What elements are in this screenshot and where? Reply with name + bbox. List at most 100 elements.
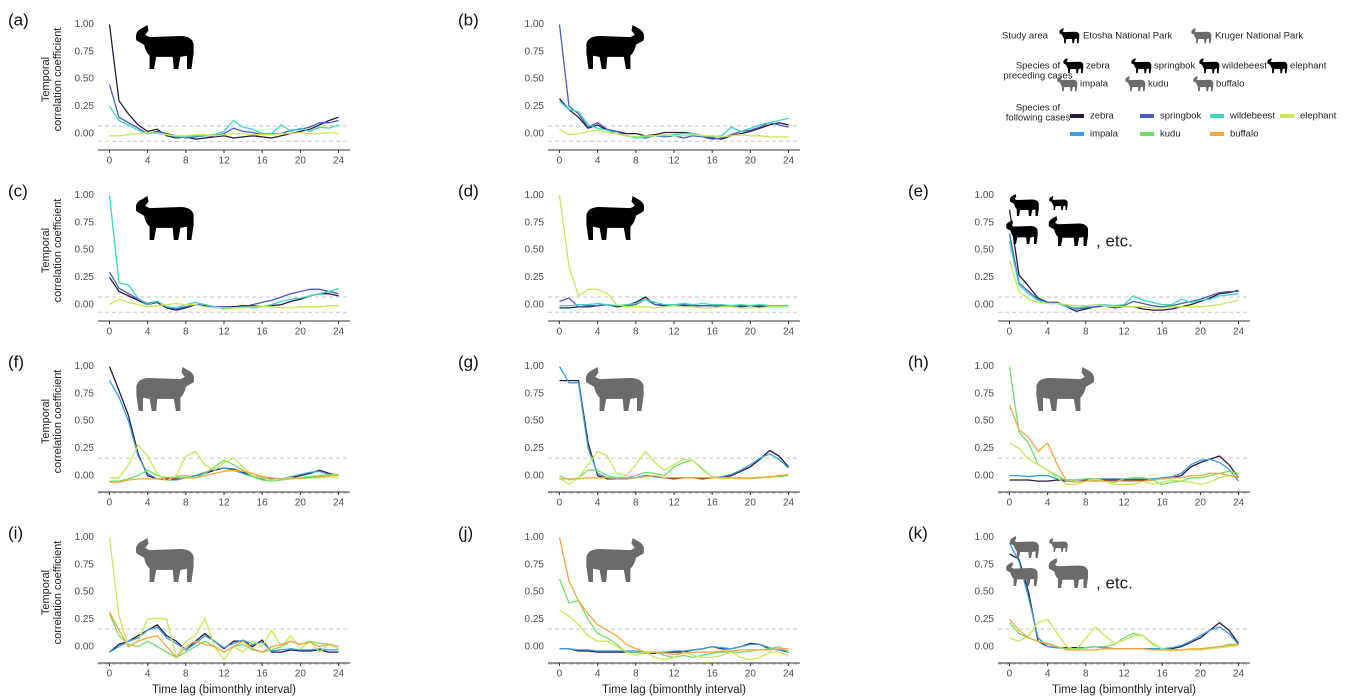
y-tick-label: 0.00 <box>975 470 995 481</box>
x-tick-label: 16 <box>1157 669 1169 680</box>
y-tick-label: 0.75 <box>975 559 995 570</box>
y-tick-label: 0.50 <box>525 74 545 85</box>
x-tick-label: 4 <box>145 498 151 509</box>
x-tick-label: 16 <box>707 327 719 338</box>
legend-preceding-name: kudu <box>1148 79 1169 90</box>
y-tick-label: 0.25 <box>975 443 995 454</box>
figure: (a)Temporalcorrelation coefficient0.000.… <box>0 0 1351 700</box>
x-tick-label: 24 <box>1233 669 1245 680</box>
y-tick-label: 1.00 <box>75 19 95 30</box>
y-tick-label: 0.00 <box>525 299 545 310</box>
y-tick-label: 0.75 <box>75 46 95 57</box>
panel-label: (f) <box>8 352 24 371</box>
animal-icon <box>586 538 644 582</box>
legend-title: following cases <box>1006 113 1071 124</box>
x-tick-label: 20 <box>745 669 757 680</box>
y-tick-label: 0.75 <box>525 559 545 570</box>
x-tick-label: 0 <box>1007 327 1013 338</box>
y-tick-label: 1.00 <box>975 532 995 543</box>
y-tick-label: 1.00 <box>975 190 995 201</box>
x-tick-label: 4 <box>595 498 601 509</box>
legend-area: Etosha National Park <box>1083 31 1172 42</box>
x-tick-label: 16 <box>257 327 269 338</box>
animal-icon <box>586 25 644 69</box>
panel-label: (c) <box>8 181 28 200</box>
animal-icon <box>1059 28 1079 43</box>
y-tick-label: 1.00 <box>75 361 95 372</box>
x-tick-label: 16 <box>1157 498 1169 509</box>
animal-icon <box>1049 558 1088 588</box>
x-tick-label: 4 <box>595 669 601 680</box>
x-axis-label: Time lag (bimonthly interval) <box>602 684 746 696</box>
y-axis-label: Temporal <box>40 57 52 102</box>
y-tick-label: 0.25 <box>75 101 95 112</box>
y-tick-label: 0.25 <box>525 614 545 625</box>
animal-icon <box>1010 536 1039 558</box>
x-tick-label: 8 <box>183 669 189 680</box>
animal-icon <box>136 196 194 240</box>
y-axis-label: correlation coefficient <box>52 541 64 645</box>
x-tick-label: 12 <box>668 669 680 680</box>
y-tick-label: 0.50 <box>75 74 95 85</box>
y-tick-label: 0.75 <box>525 388 545 399</box>
series-line <box>1010 543 1239 649</box>
y-tick-label: 0.75 <box>75 559 95 570</box>
x-tick-label: 16 <box>257 498 269 509</box>
legend-preceding-name: zebra <box>1086 61 1110 72</box>
animal-icon <box>1006 562 1037 586</box>
x-tick-label: 0 <box>557 156 563 167</box>
x-tick-label: 20 <box>1195 669 1207 680</box>
y-tick-label: 1.00 <box>525 190 545 201</box>
x-tick-label: 16 <box>257 669 269 680</box>
y-tick-label: 0.00 <box>525 470 545 481</box>
y-tick-label: 0.50 <box>75 416 95 427</box>
y-tick-label: 0.25 <box>525 443 545 454</box>
y-tick-label: 1.00 <box>75 190 95 201</box>
series-line <box>1010 459 1239 481</box>
legend-title: Study area <box>1002 31 1049 42</box>
y-tick-label: 0.50 <box>75 245 95 256</box>
animal-icon <box>1267 58 1287 73</box>
animal-icon <box>1049 216 1088 246</box>
x-tick-label: 0 <box>1007 669 1013 680</box>
x-tick-label: 12 <box>668 498 680 509</box>
x-tick-label: 4 <box>145 156 151 167</box>
x-tick-label: 24 <box>333 327 345 338</box>
series-line <box>1010 554 1239 649</box>
x-tick-label: 20 <box>1195 327 1207 338</box>
x-tick-label: 4 <box>145 327 151 338</box>
y-axis-label: correlation coefficient <box>52 28 64 132</box>
legend-area: Kruger National Park <box>1215 31 1303 42</box>
x-tick-label: 0 <box>107 498 113 509</box>
x-tick-label: 12 <box>1118 327 1130 338</box>
panel-label: (i) <box>8 523 23 542</box>
series-line <box>1010 405 1239 483</box>
x-tick-label: 8 <box>183 498 189 509</box>
animal-icon <box>1193 76 1213 91</box>
legend-following-name: impala <box>1090 129 1119 140</box>
y-axis-label: correlation coefficient <box>52 370 64 474</box>
panel-label: (k) <box>908 523 928 542</box>
legend-following-name: kudu <box>1160 129 1181 140</box>
series-line <box>560 99 789 139</box>
x-tick-label: 20 <box>295 669 307 680</box>
legend-following-name: springbok <box>1160 111 1201 122</box>
y-tick-label: 0.50 <box>975 245 995 256</box>
y-tick-label: 1.00 <box>525 532 545 543</box>
animal-icon <box>1049 196 1067 210</box>
x-tick-label: 16 <box>707 498 719 509</box>
animal-icon <box>586 367 644 411</box>
y-tick-label: 1.00 <box>525 361 545 372</box>
y-tick-label: 1.00 <box>75 532 95 543</box>
x-tick-label: 16 <box>707 669 719 680</box>
x-tick-label: 0 <box>557 669 563 680</box>
panel-label: (b) <box>458 10 479 29</box>
animal-icon <box>1049 538 1067 552</box>
x-tick-label: 8 <box>633 669 639 680</box>
y-tick-label: 0.50 <box>75 587 95 598</box>
x-tick-label: 8 <box>183 327 189 338</box>
x-tick-label: 16 <box>257 156 269 167</box>
x-tick-label: 12 <box>1118 498 1130 509</box>
y-tick-label: 0.25 <box>75 272 95 283</box>
legend-title: preceding cases <box>1003 71 1072 82</box>
